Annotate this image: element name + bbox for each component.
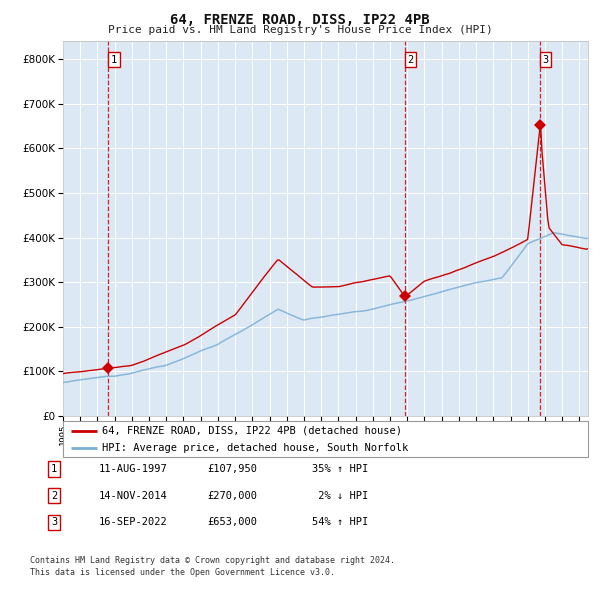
Text: 64, FRENZE ROAD, DISS, IP22 4PB: 64, FRENZE ROAD, DISS, IP22 4PB [170,13,430,27]
Text: 11-AUG-1997: 11-AUG-1997 [99,464,168,474]
Text: 54% ↑ HPI: 54% ↑ HPI [312,517,368,527]
Text: This data is licensed under the Open Government Licence v3.0.: This data is licensed under the Open Gov… [30,568,335,577]
FancyBboxPatch shape [63,421,588,457]
Text: £107,950: £107,950 [207,464,257,474]
Text: £270,000: £270,000 [207,491,257,500]
Text: 64, FRENZE ROAD, DISS, IP22 4PB (detached house): 64, FRENZE ROAD, DISS, IP22 4PB (detache… [103,426,403,436]
Text: Price paid vs. HM Land Registry's House Price Index (HPI): Price paid vs. HM Land Registry's House … [107,25,493,35]
Text: 35% ↑ HPI: 35% ↑ HPI [312,464,368,474]
Text: 3: 3 [542,55,549,65]
Text: 1: 1 [110,55,117,65]
Text: 2: 2 [407,55,414,65]
Text: 2% ↓ HPI: 2% ↓ HPI [312,491,368,500]
Text: 3: 3 [51,517,57,527]
Text: £653,000: £653,000 [207,517,257,527]
Text: Contains HM Land Registry data © Crown copyright and database right 2024.: Contains HM Land Registry data © Crown c… [30,556,395,565]
Text: 16-SEP-2022: 16-SEP-2022 [99,517,168,527]
Text: HPI: Average price, detached house, South Norfolk: HPI: Average price, detached house, Sout… [103,443,409,453]
Text: 2: 2 [51,491,57,500]
Text: 14-NOV-2014: 14-NOV-2014 [99,491,168,500]
Text: 1: 1 [51,464,57,474]
